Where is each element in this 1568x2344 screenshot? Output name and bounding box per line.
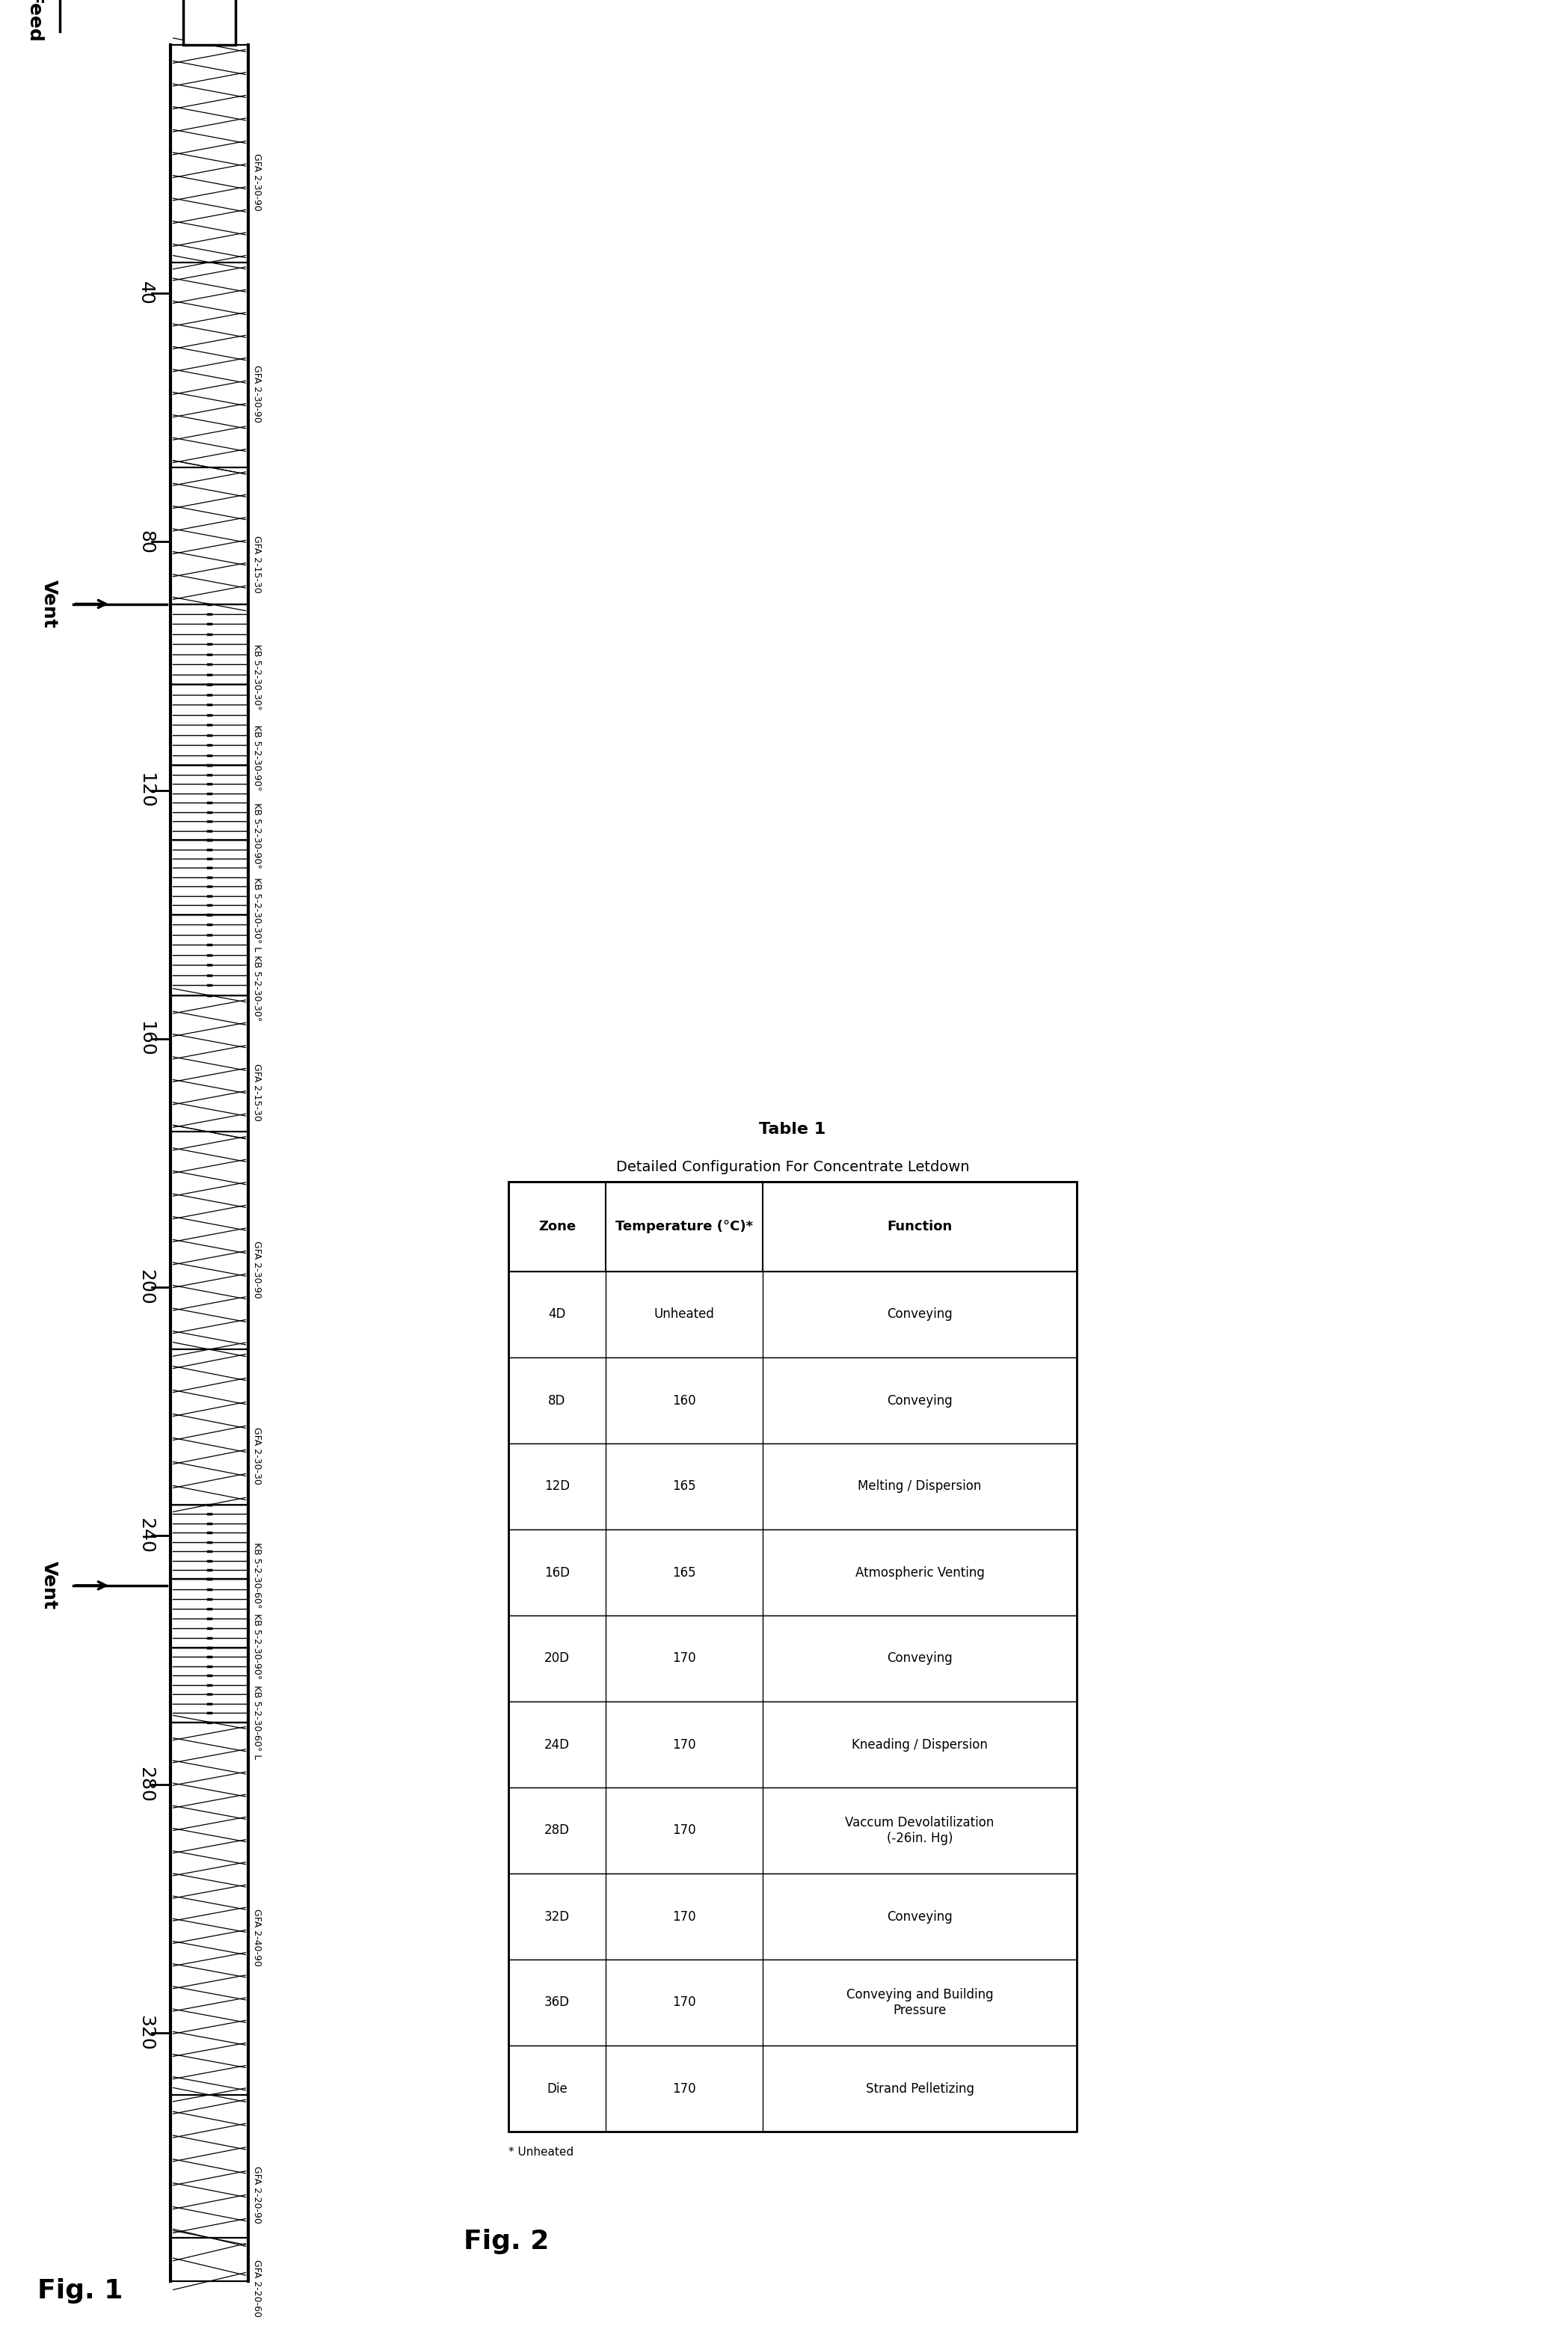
Bar <box>508 1615 1077 1702</box>
Text: Zone: Zone <box>538 1219 575 1233</box>
Text: Conveying and Building
Pressure: Conveying and Building Pressure <box>847 1988 993 2018</box>
Text: 165: 165 <box>673 1479 696 1493</box>
Text: 120: 120 <box>136 774 155 809</box>
Bar <box>508 1357 1077 1444</box>
Bar <box>171 2239 248 2281</box>
Bar <box>183 0 235 45</box>
Text: 280: 280 <box>136 1767 155 1803</box>
Text: 320: 320 <box>136 2016 155 2051</box>
Text: 170: 170 <box>673 1910 696 1924</box>
Text: 12D: 12D <box>544 1479 569 1493</box>
Text: 240: 240 <box>136 1519 155 1554</box>
Text: 170: 170 <box>673 1653 696 1664</box>
Text: GFA 2-15-30: GFA 2-15-30 <box>252 1064 262 1120</box>
Bar <box>508 1181 1077 1270</box>
Text: 160: 160 <box>673 1395 696 1406</box>
Text: GFA 2-30-90: GFA 2-30-90 <box>252 1240 262 1299</box>
Text: KB 5-2-30-30° L: KB 5-2-30-30° L <box>252 877 262 952</box>
Bar <box>171 766 248 839</box>
Text: Vent: Vent <box>41 579 58 628</box>
Text: Detailed Configuration For Concentrate Letdown: Detailed Configuration For Concentrate L… <box>616 1160 969 1174</box>
Bar <box>171 914 248 996</box>
Text: GFA 2-30-90: GFA 2-30-90 <box>252 366 262 422</box>
Text: KB 5-2-30-90°: KB 5-2-30-90° <box>252 1613 262 1678</box>
Bar <box>508 2046 1077 2131</box>
Bar <box>508 1873 1077 1960</box>
Text: 200: 200 <box>136 1270 155 1306</box>
Bar <box>171 1648 248 1723</box>
Text: 165: 165 <box>673 1566 696 1580</box>
Text: 16D: 16D <box>544 1566 569 1580</box>
Text: 170: 170 <box>673 1824 696 1838</box>
Text: Feed: Feed <box>25 0 42 42</box>
Text: 170: 170 <box>673 1737 696 1751</box>
Text: Strand Pelletizing: Strand Pelletizing <box>866 2081 974 2096</box>
Text: 32D: 32D <box>544 1910 569 1924</box>
Text: GFA 2-40-90: GFA 2-40-90 <box>252 1908 262 1967</box>
Text: 8D: 8D <box>549 1395 566 1406</box>
Text: KB 5-2-30-30°: KB 5-2-30-30° <box>252 954 262 1022</box>
Text: KB 5-2-30-60° L: KB 5-2-30-60° L <box>252 1685 262 1758</box>
Text: Function: Function <box>887 1219 952 1233</box>
Text: Conveying: Conveying <box>887 1653 952 1664</box>
Text: 20D: 20D <box>544 1653 569 1664</box>
Text: 170: 170 <box>673 1995 696 2009</box>
Text: GFA 2-30-90: GFA 2-30-90 <box>252 155 262 211</box>
Bar <box>508 1444 1077 1531</box>
Text: Unheated: Unheated <box>654 1308 715 1322</box>
Text: Die: Die <box>547 2081 568 2096</box>
Text: 4D: 4D <box>549 1308 566 1322</box>
Text: * Unheated: * Unheated <box>508 2147 574 2159</box>
Text: KB 5-2-30-90°: KB 5-2-30-90° <box>252 802 262 870</box>
Bar <box>171 839 248 914</box>
Text: 80: 80 <box>136 530 155 553</box>
Bar <box>508 1702 1077 1788</box>
Text: Vent: Vent <box>41 1561 58 1610</box>
Text: Conveying: Conveying <box>887 1395 952 1406</box>
Text: Conveying: Conveying <box>887 1308 952 1322</box>
Text: KB 5-2-30-60°: KB 5-2-30-60° <box>252 1542 262 1608</box>
Bar <box>171 1132 248 1350</box>
Bar <box>508 1181 1077 2131</box>
Bar <box>171 466 248 605</box>
Text: GFA 2-20-60: GFA 2-20-60 <box>252 2260 262 2316</box>
Text: Fig. 2: Fig. 2 <box>464 2229 549 2255</box>
Text: GFA 2-20-90: GFA 2-20-90 <box>252 2166 262 2224</box>
Bar <box>171 1350 248 1505</box>
Text: 24D: 24D <box>544 1737 569 1751</box>
Bar <box>171 45 248 263</box>
Bar <box>171 263 248 466</box>
Bar <box>171 1580 248 1648</box>
Bar <box>171 2096 248 2239</box>
Text: KB 5-2-30-90°: KB 5-2-30-90° <box>252 724 262 790</box>
Bar <box>508 1960 1077 2046</box>
Text: Atmospheric Venting: Atmospheric Venting <box>855 1566 985 1580</box>
Bar <box>171 605 248 684</box>
Bar <box>508 1270 1077 1357</box>
Text: 160: 160 <box>136 1022 155 1057</box>
Bar <box>171 684 248 766</box>
Text: Vaccum Devolatilization
(-26in. Hg): Vaccum Devolatilization (-26in. Hg) <box>845 1817 994 1845</box>
Bar <box>508 1531 1077 1615</box>
Bar <box>171 1723 248 2096</box>
Bar <box>171 996 248 1132</box>
Text: Conveying: Conveying <box>887 1910 952 1924</box>
Text: 28D: 28D <box>544 1824 569 1838</box>
Text: GFA 2-30-30: GFA 2-30-30 <box>252 1427 262 1484</box>
Text: 36D: 36D <box>544 1995 569 2009</box>
Text: 170: 170 <box>673 2081 696 2096</box>
Text: Table 1: Table 1 <box>759 1123 826 1137</box>
Text: 40: 40 <box>136 281 155 305</box>
Text: Melting / Dispersion: Melting / Dispersion <box>858 1479 982 1493</box>
Bar <box>171 1505 248 1580</box>
Text: GFA 2-15-30: GFA 2-15-30 <box>252 537 262 593</box>
Bar <box>508 1788 1077 1873</box>
Text: Fig. 1: Fig. 1 <box>38 2278 122 2304</box>
Text: Kneading / Dispersion: Kneading / Dispersion <box>851 1737 988 1751</box>
Text: KB 5-2-30-30°: KB 5-2-30-30° <box>252 645 262 710</box>
Text: Temperature (°C)*: Temperature (°C)* <box>615 1219 753 1233</box>
